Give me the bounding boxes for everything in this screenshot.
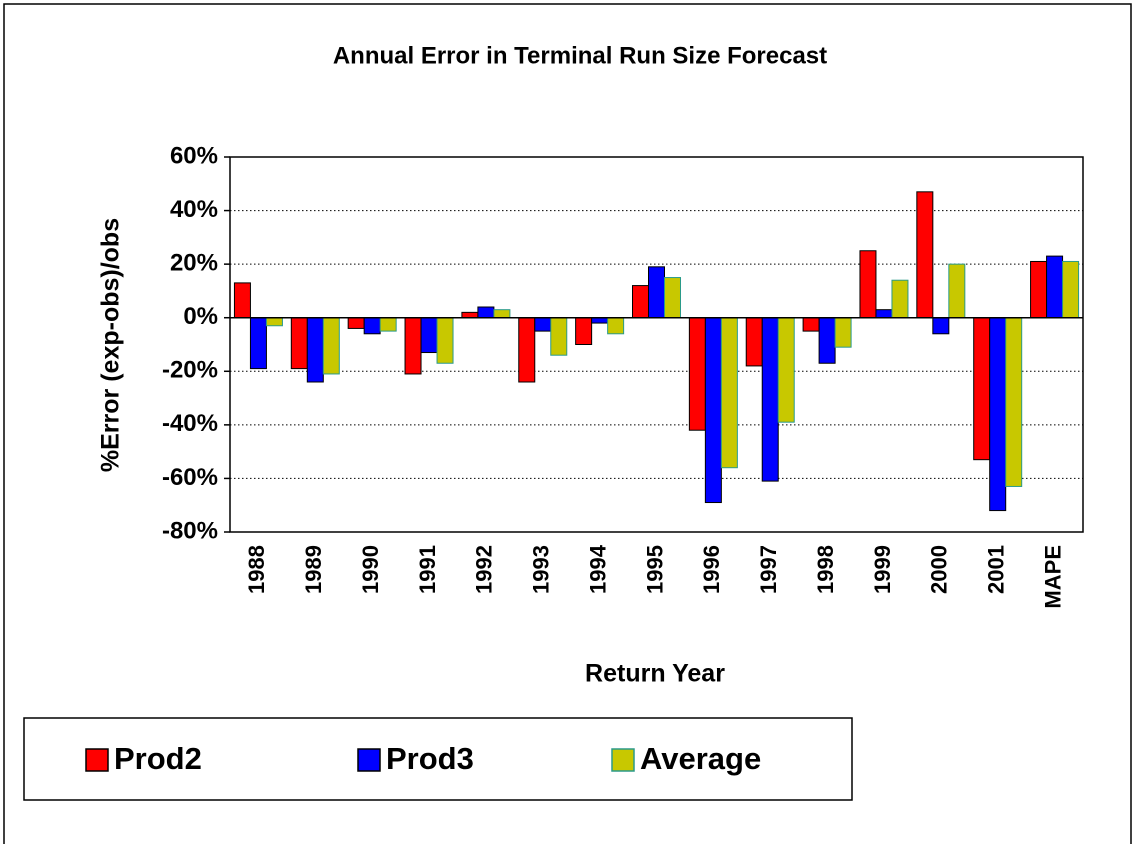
bar [688,317,706,431]
bar [777,317,795,423]
chart-title: Annual Error in Terminal Run Size Foreca… [333,42,827,69]
x-tick-label: 1997 [756,545,781,594]
bar [379,317,397,332]
y-tick-label: 0% [183,303,218,330]
legend-label: Average [640,741,761,776]
legend-swatch [611,748,635,772]
y-tick-label: -40% [162,410,218,437]
bar [477,306,495,319]
bar [420,317,438,354]
bar [607,317,625,335]
x-tick-label: 2000 [927,545,952,594]
legend [23,717,853,801]
bar [875,309,893,319]
y-tick-label: -60% [162,464,218,491]
bar [534,317,552,332]
bar [493,309,511,319]
bar [932,317,950,335]
bar [518,317,536,383]
y-tick-label: -80% [162,517,218,544]
x-tick-label: 1991 [415,545,440,594]
x-tick-label: 1993 [529,545,554,594]
x-tick-label: 1988 [244,545,269,594]
bar [632,285,649,319]
x-tick-label: 1992 [472,545,497,594]
frame [3,3,1132,844]
bar [306,317,324,383]
x-tick-label: 1994 [585,544,610,594]
bar [989,317,1007,512]
bar [347,317,365,329]
bar [704,317,722,504]
x-tick-label: 1996 [699,545,724,594]
bar [363,317,381,335]
bar [745,317,763,367]
x-tick-label: 1995 [642,545,667,594]
y-axis-label: %Error (exp-obs)/obs [97,218,125,472]
bar [249,317,267,370]
y-tick-label: 40% [170,196,218,223]
plot-area [229,156,1084,533]
bar [802,317,820,332]
bar [404,317,422,375]
legend-label: Prod3 [386,741,474,776]
x-tick-label: 1999 [870,545,895,594]
y-tick-label: -20% [162,357,218,384]
bar [1062,260,1080,319]
x-axis-label: Return Year [585,660,725,688]
bar [233,282,251,319]
bar [290,317,308,370]
y-tick-label: 20% [170,249,218,276]
x-tick-label: 2001 [984,545,1009,594]
bar [591,317,609,324]
bar [575,317,593,346]
y-tick-label: 60% [170,142,218,169]
legend-swatch [85,748,109,772]
bar [461,311,479,319]
bar [818,317,836,364]
bar [664,277,681,319]
bar [973,317,991,461]
bar [916,191,934,319]
x-tick-label: 1989 [301,545,326,594]
bar [436,317,454,364]
bar [1005,317,1023,487]
bar [834,317,852,348]
bar [265,317,283,327]
bar [550,317,568,356]
bar [322,317,340,375]
legend-swatch [357,748,381,772]
bar [891,279,909,319]
bar [720,317,738,469]
bar [859,250,877,319]
bar [948,263,966,319]
legend-label: Prod2 [114,741,202,776]
bar [1030,260,1048,319]
x-tick-label: 1998 [813,545,838,594]
bar [761,317,779,482]
bar [648,266,665,319]
x-tick-label: 1990 [358,545,383,594]
x-tick-label: MAPE [1040,545,1065,609]
bar [1046,255,1064,319]
